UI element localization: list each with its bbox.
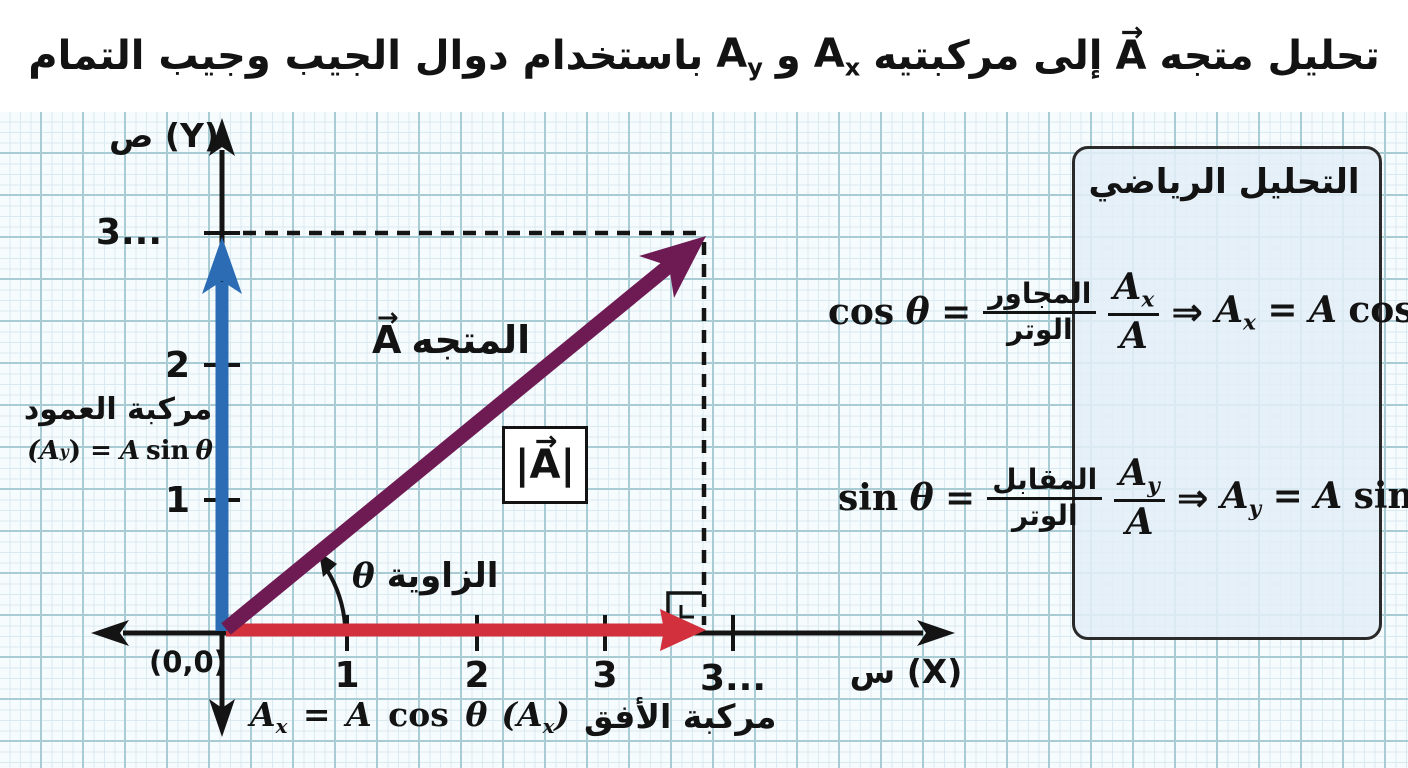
angle-label-text: الزاوية [386,556,499,596]
x-axis-right-arrowhead-icon [917,620,955,646]
cos-result: Ax = A cos θ [1215,288,1408,336]
title-part-method: باستخدام دوال الجيب وجيب التمام [28,33,704,79]
sin-arabic-fraction: المقابل الوتر [987,464,1103,532]
analysis-panel-title: التحليل الرياضي [1088,162,1360,202]
x-tick-label-3: 3 [592,655,618,696]
hypotenuse-label: الوتر [1007,312,1073,346]
page-title: باستخدام دوال الجيب وجيب التمام Ay و Ax … [0,0,1408,112]
title-part-analyze: تحليل متجه [1159,33,1380,79]
x-axis-label: س (X) [849,652,963,691]
x-component-paren: (Ax) [501,695,571,738]
angle-label: θ الزاوية [352,556,498,596]
x-tick-label-3b: 3... [699,658,767,699]
y-tick-label-3: 3... [95,212,162,253]
adjacent-label: المجاور [983,278,1097,314]
cos-lhs: cos θ = [828,291,972,333]
vector-a-arrow-shaft [221,259,675,635]
ay-over: Ay [1114,452,1165,502]
cos-symbol-fraction: Ax A [1108,266,1160,358]
origin-label: (0,0) [149,645,227,679]
angle-arc [325,568,347,626]
right-angle-inner-mark [679,605,694,619]
cos-arabic-fraction: المجاور الوتر [983,278,1097,346]
vector-arrow-icon: → [1120,17,1144,49]
ax-component-arrowhead-icon [660,609,706,651]
sin-lhs: sin θ = [838,477,976,519]
a-under: A [1119,314,1148,357]
ax-over: Ax [1108,266,1160,316]
title-conjunction: و [775,33,801,79]
y-component-name: مركبة العمود [23,392,213,427]
vector-a-arrowhead-icon [639,236,706,298]
vector-magnitude-box: | → A | [502,426,588,504]
vector-label-text: المتجه [411,318,531,362]
magnitude-close-bar: | [560,442,576,488]
title-ay-symbol: Ay [716,30,763,82]
vector-label-symbol: → A [372,303,402,362]
x-component-label: Ax = A cos θ (Ax) مركبة الأفق [250,695,776,738]
title-part-components: إلى مركبتيه [873,33,1103,79]
y-axis-label: ص (Y) [109,116,219,155]
vector-arrow-icon: → [376,303,399,334]
sin-result: Ay = A sin θ [1220,474,1408,522]
hypotenuse-label: الوتر [1011,498,1078,532]
y-axis-bottom-arrowhead-icon [209,699,235,737]
x-component-equation: Ax = A cos θ [250,695,488,738]
formula-cos-row: cos θ = المجاور الوتر Ax A ⇒ Ax = A cos … [828,262,1408,362]
y-tick-label-1: 1 [164,480,190,521]
implies-arrow-icon: ⇒ [1176,476,1209,520]
implies-arrow-icon: ⇒ [1171,290,1204,334]
vector-label: → A المتجه [372,303,531,362]
y-axis-top-arrowhead-icon [209,118,235,156]
ay-component-arrowhead-icon [202,237,242,294]
formula-sin-row: sin θ = المقابل الوتر Ay A ⇒ Ay = A sin … [838,448,1408,548]
opposite-label: المقابل [987,464,1103,500]
title-vector-a: → A [1115,17,1147,79]
x-axis-left-arrowhead-icon [91,620,129,646]
x-tick-label-2: 2 [464,655,490,696]
magnitude-open-bar: | [514,442,530,488]
magnitude-symbol: → A [529,426,561,488]
analysis-panel [1072,146,1382,640]
angle-theta-symbol: θ [352,556,375,596]
a-under: A [1125,500,1154,543]
y-tick-label-2: 2 [164,345,190,386]
sin-symbol-fraction: Ay A [1114,452,1165,544]
x-component-name: مركبة الأفق [584,696,777,736]
vector-arrow-icon: → [534,426,558,458]
title-ax-symbol: Ax [813,30,861,82]
x-tick-label-1: 1 [334,655,360,696]
